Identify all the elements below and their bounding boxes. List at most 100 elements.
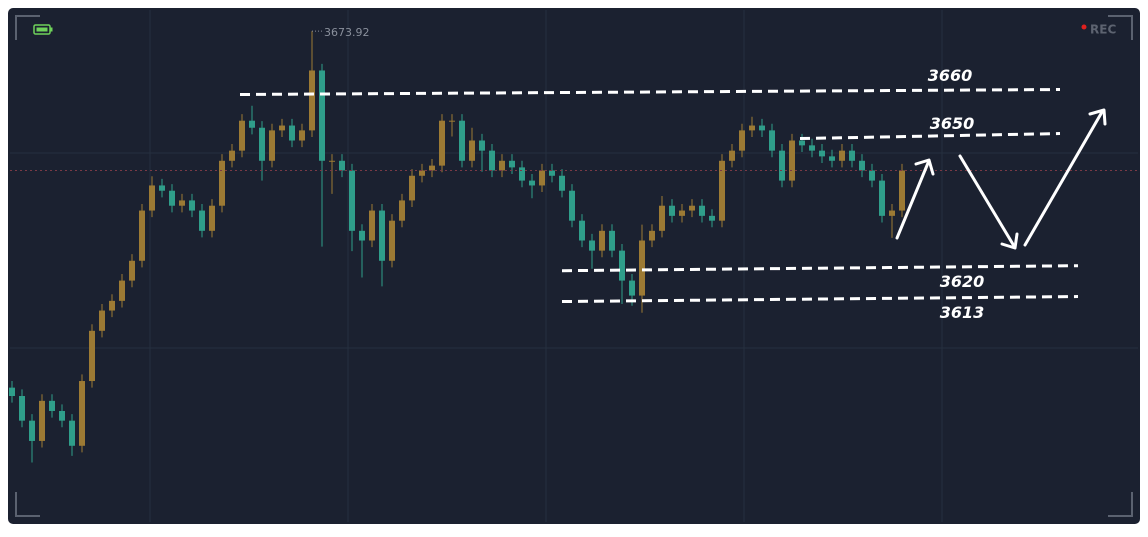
candle-body xyxy=(59,410,65,421)
candle-body xyxy=(349,170,355,231)
candle-body xyxy=(529,180,535,186)
level-line xyxy=(239,88,1061,97)
candle-body xyxy=(499,160,505,171)
candle-body xyxy=(899,170,905,211)
candle-body xyxy=(849,150,855,161)
rec-dot xyxy=(1081,24,1087,30)
candle-body xyxy=(29,420,35,441)
candle-body xyxy=(679,210,685,216)
candle-body xyxy=(559,175,565,191)
candle-body xyxy=(369,210,375,241)
candle-body xyxy=(419,170,425,176)
rec-label: REC xyxy=(1090,23,1116,37)
candle-body xyxy=(449,120,455,122)
candle-body xyxy=(219,160,225,206)
candle-body xyxy=(289,125,295,141)
candle-body xyxy=(379,210,385,261)
candle-body xyxy=(479,140,485,151)
candle-body xyxy=(399,200,405,221)
candle-body xyxy=(309,70,315,131)
level-label: 3620 xyxy=(940,272,985,291)
candle-body xyxy=(469,140,475,161)
candle-body xyxy=(769,130,775,151)
candle-body xyxy=(279,125,285,131)
level-label: 3660 xyxy=(928,66,973,85)
candle-body xyxy=(109,300,115,311)
candle-body xyxy=(879,180,885,216)
candle-body xyxy=(779,150,785,181)
candle-body xyxy=(859,160,865,171)
candle-body xyxy=(829,156,835,161)
candle-body xyxy=(129,260,135,281)
candle-body xyxy=(99,310,105,331)
candle-body xyxy=(199,210,205,231)
candle-body xyxy=(339,160,345,171)
candle-body xyxy=(269,130,275,161)
candle-body xyxy=(69,420,75,446)
candle-body xyxy=(239,120,245,151)
candle-body xyxy=(459,120,465,161)
candle-body xyxy=(439,120,445,166)
candle-body xyxy=(509,160,515,168)
candle-body xyxy=(739,130,745,151)
candle-body xyxy=(889,210,895,216)
candle-body xyxy=(819,150,825,157)
candle-body xyxy=(749,125,755,131)
candle-body xyxy=(659,205,665,231)
candle-body xyxy=(649,230,655,241)
candle-body xyxy=(579,220,585,241)
candle-body xyxy=(249,120,255,128)
candle-body xyxy=(699,205,705,216)
candle-body xyxy=(209,205,215,231)
candle-body xyxy=(789,140,795,181)
candle-body xyxy=(189,200,195,211)
candle-body xyxy=(9,387,15,397)
candle-body xyxy=(49,400,55,411)
level-label: 3650 xyxy=(930,114,975,133)
candle-body xyxy=(809,145,815,151)
candle-body xyxy=(729,150,735,161)
peak-label: 3673.92 xyxy=(324,26,370,39)
candle-body xyxy=(169,190,175,206)
candle-body xyxy=(549,170,555,176)
candle-body xyxy=(539,170,545,186)
candle-body xyxy=(359,230,365,241)
level-line xyxy=(561,295,1079,304)
candle-body xyxy=(119,280,125,301)
candle-body xyxy=(839,150,845,161)
candle-body xyxy=(599,230,605,251)
candle-body xyxy=(569,190,575,221)
level-label: 3613 xyxy=(940,303,985,322)
candle-body xyxy=(409,175,415,201)
candle-body xyxy=(159,185,165,191)
candle-body xyxy=(429,165,435,171)
candle-body xyxy=(299,130,305,141)
candle-body xyxy=(259,127,265,161)
arrows xyxy=(895,108,1107,250)
candle-body xyxy=(719,160,725,221)
candle-body xyxy=(19,396,25,421)
candle-body xyxy=(179,200,185,206)
candle-body xyxy=(709,215,715,221)
candle-body xyxy=(799,140,805,146)
level-line xyxy=(561,264,1079,273)
candle-body xyxy=(389,220,395,261)
candle-body xyxy=(329,160,335,162)
candle-body xyxy=(319,70,325,161)
battery-icon xyxy=(33,24,53,35)
candle-body xyxy=(639,240,645,296)
candle-body xyxy=(619,250,625,281)
grid xyxy=(10,10,1138,522)
candle-body xyxy=(229,150,235,161)
candle-body xyxy=(629,280,635,296)
frame-corners xyxy=(15,15,1133,517)
candle-body xyxy=(689,205,695,211)
candle-body xyxy=(149,185,155,211)
candle-body xyxy=(79,381,85,446)
candle-body xyxy=(39,400,45,441)
plot: 3673.92 3660 3650 3620 3613 xyxy=(9,26,1138,463)
candle-body xyxy=(519,167,525,181)
candle-body xyxy=(139,210,145,261)
